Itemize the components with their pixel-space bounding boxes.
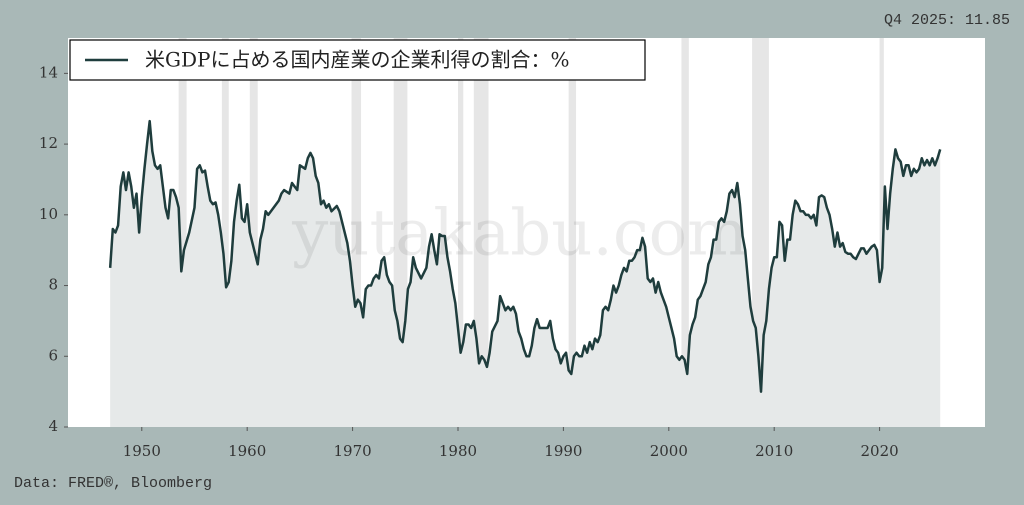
recession-band	[351, 38, 362, 427]
x-tick-label: 1990	[544, 442, 582, 460]
watermark: yutakabu.com	[291, 197, 748, 271]
recession-band	[879, 38, 884, 427]
x-tick-label: 1960	[228, 442, 266, 460]
annotation: Q4 2025: 11.85	[884, 12, 1010, 29]
y-tick-label: 4	[48, 417, 58, 435]
y-tick-label: 6	[48, 346, 58, 364]
recession-band	[457, 38, 464, 427]
series-area	[110, 121, 941, 427]
legend-label: 米GDPに占める国内産業の企業利得の割合：%	[145, 48, 569, 72]
x-tick-label: 2020	[861, 442, 899, 460]
y-tick-label: 12	[39, 134, 58, 152]
y-tick-label: 8	[48, 276, 58, 294]
recession-band	[681, 38, 689, 427]
x-tick-label: 1970	[333, 442, 371, 460]
x-tick-label: 2010	[755, 442, 793, 460]
recession-band	[221, 38, 229, 427]
recession-band	[473, 38, 489, 427]
y-tick-label: 14	[39, 63, 58, 81]
x-tick-label: 2000	[650, 442, 688, 460]
x-tick-label: 1950	[123, 442, 161, 460]
legend-box	[69, 39, 646, 81]
source: Data: FRED®, Bloomberg	[14, 475, 212, 492]
recession-band	[178, 38, 187, 427]
y-tick-label: 10	[39, 205, 58, 223]
recession-band	[249, 38, 258, 427]
recession-band	[568, 38, 577, 427]
x-tick-label: 1980	[439, 442, 477, 460]
series-line	[108, 119, 942, 393]
